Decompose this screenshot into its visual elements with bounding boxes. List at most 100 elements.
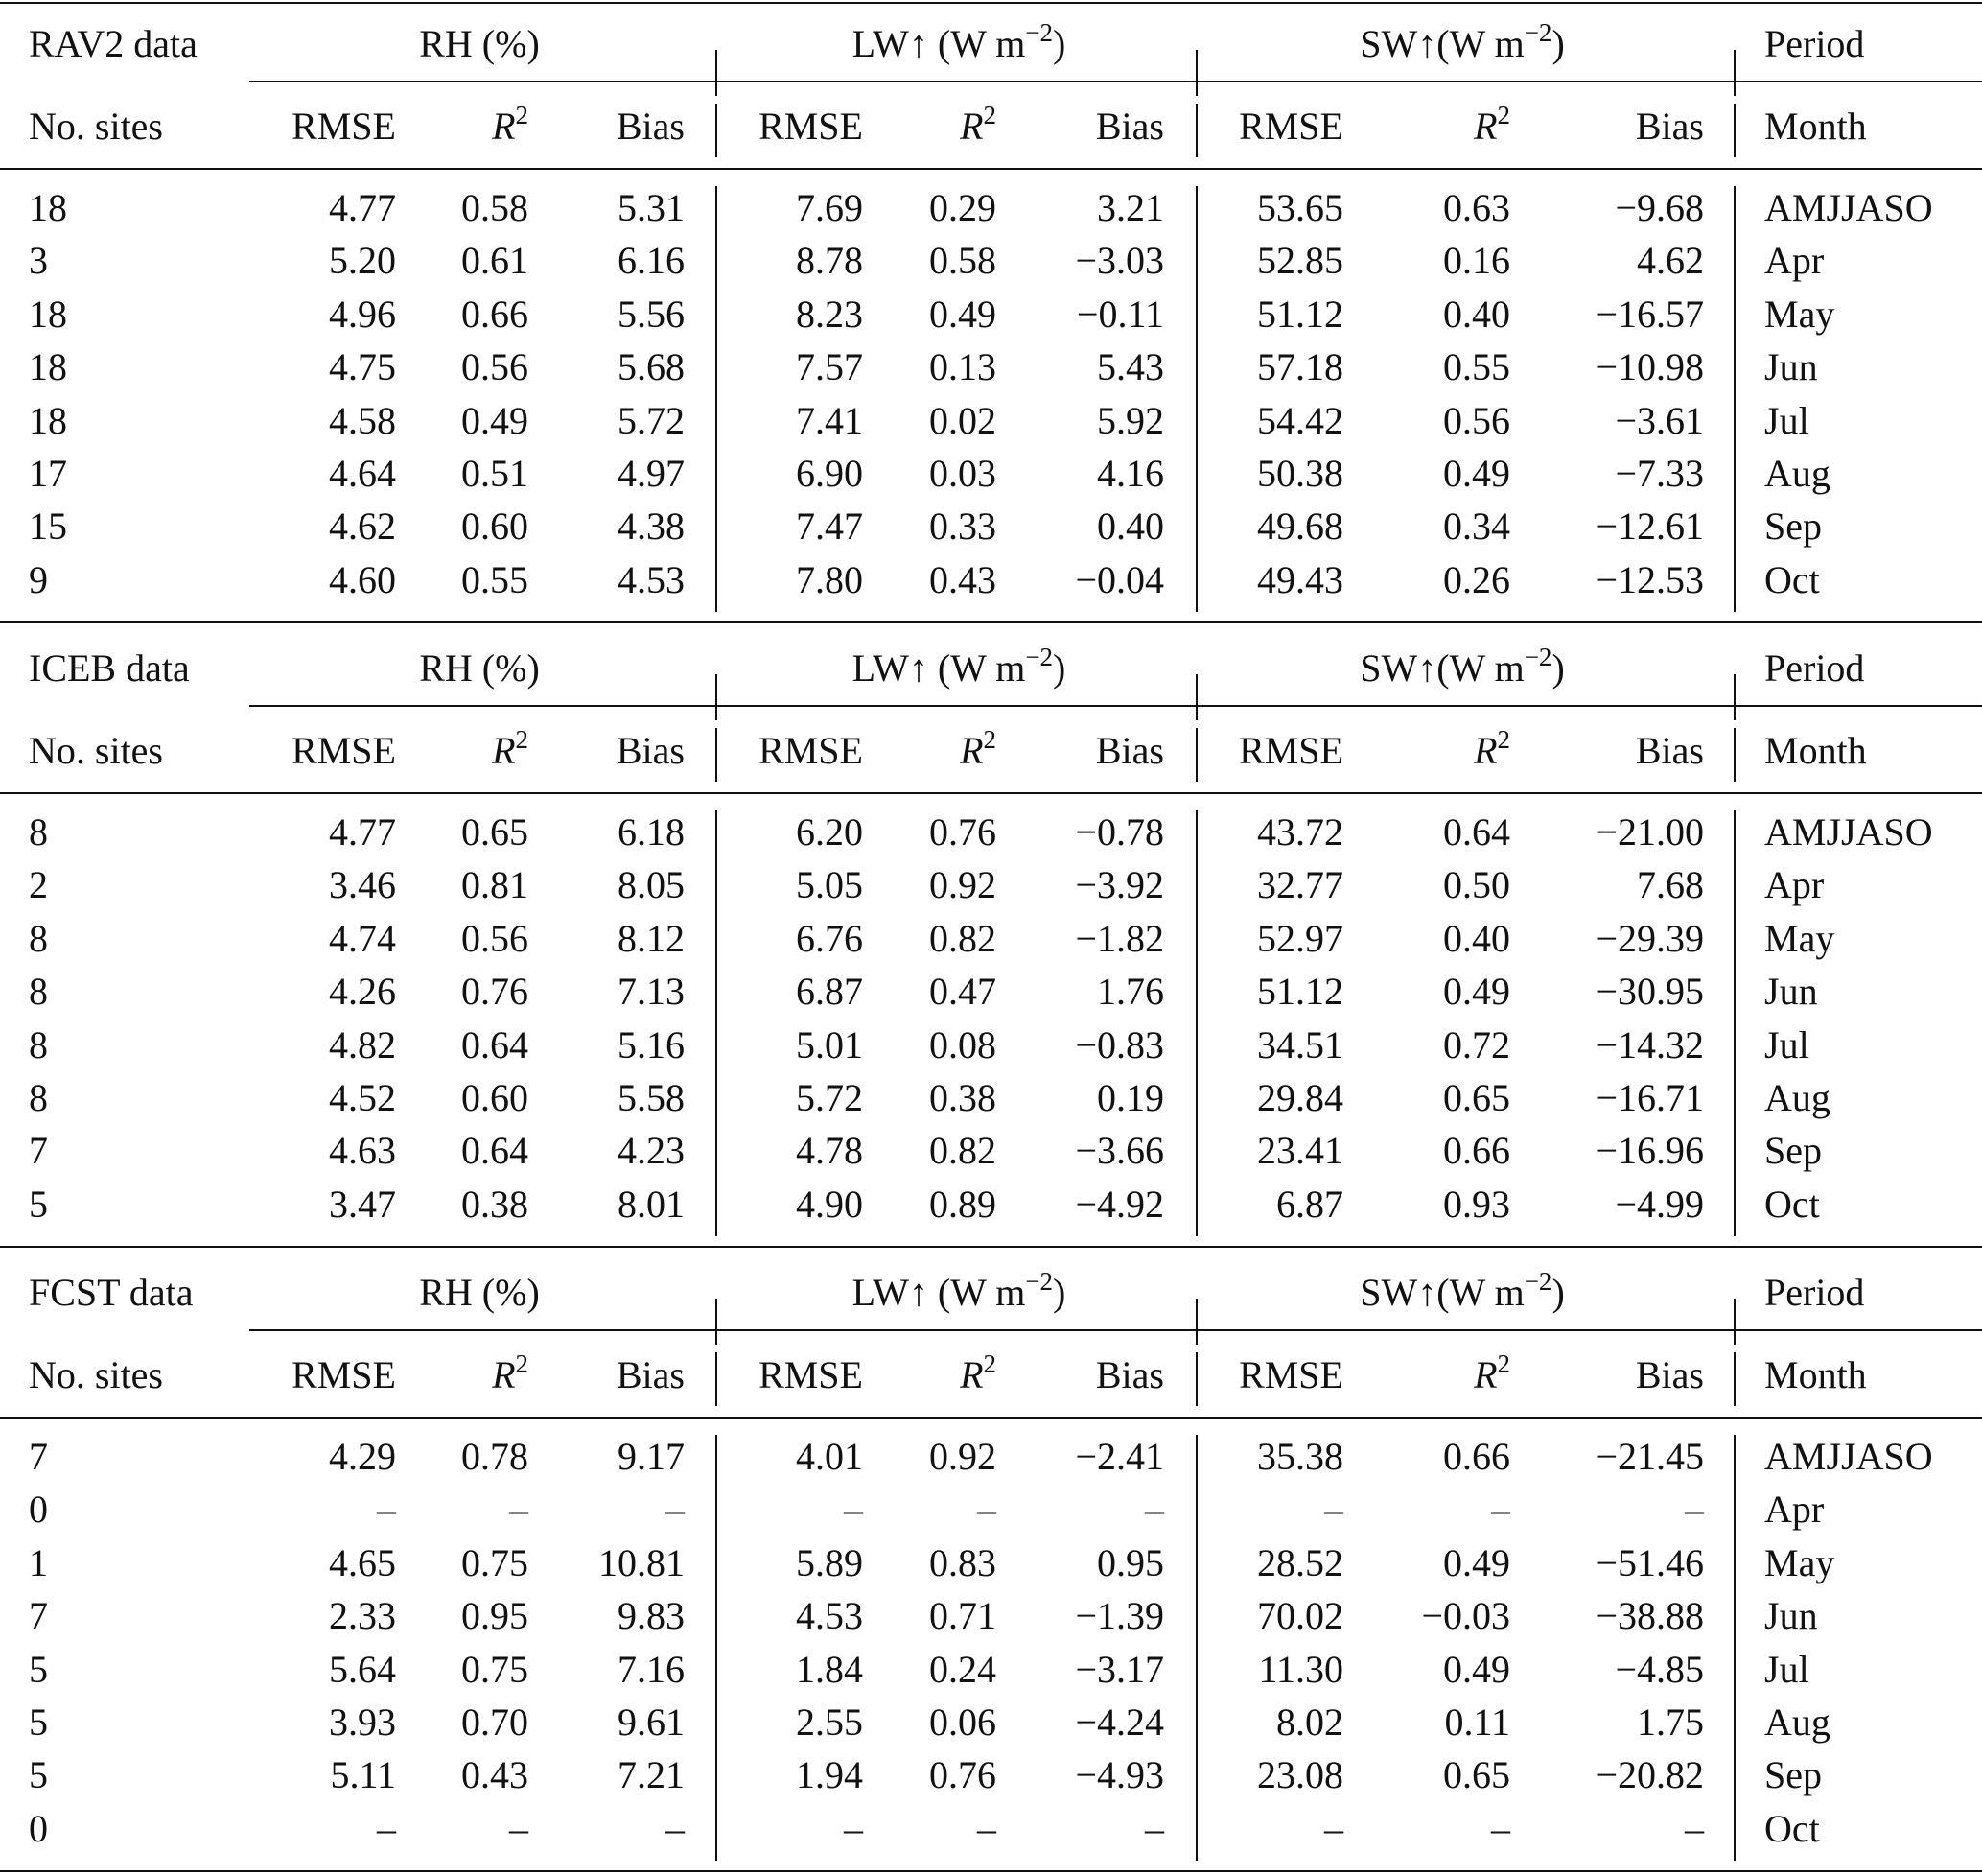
cell-sites: 7 bbox=[29, 1129, 48, 1173]
column-divider bbox=[715, 50, 717, 96]
cell-value: 1.94 bbox=[796, 1753, 863, 1797]
cell-value: 0.33 bbox=[929, 504, 996, 549]
cell-value: 23.08 bbox=[1257, 1753, 1343, 1797]
cell-value: 0.66 bbox=[1443, 1129, 1510, 1173]
section-title: ICEB data bbox=[29, 646, 190, 690]
cell-month: Sep bbox=[1764, 1753, 1822, 1797]
cell-value: −4.85 bbox=[1615, 1647, 1704, 1691]
r-squared-label: R bbox=[960, 1353, 984, 1396]
cell-value: 0.06 bbox=[929, 1700, 996, 1744]
column-group-header: SW↑(W m−2) bbox=[1360, 20, 1565, 63]
cell-value: 4.62 bbox=[329, 504, 396, 549]
r-squared-label: R bbox=[960, 729, 984, 772]
r-squared-label: R bbox=[492, 729, 516, 772]
cell-sites: 8 bbox=[29, 1076, 48, 1119]
column-group-header: RH (%) bbox=[419, 1274, 540, 1312]
cell-value: 70.02 bbox=[1257, 1594, 1343, 1638]
column-divider bbox=[715, 728, 717, 782]
cell-value: 6.18 bbox=[618, 810, 685, 854]
column-group-header: SW↑(W m−2) bbox=[1360, 645, 1565, 688]
cell-value: 0.40 bbox=[1097, 504, 1164, 549]
cell-value: 0.47 bbox=[929, 970, 996, 1014]
cell-value: – bbox=[1491, 1806, 1510, 1850]
month-header: Month bbox=[1764, 729, 1867, 772]
cell-value: 0.65 bbox=[461, 810, 528, 854]
group-label: LW↑ (W m bbox=[851, 22, 1026, 65]
cell-sites: 15 bbox=[29, 504, 67, 549]
cell-value: −30.95 bbox=[1596, 970, 1704, 1014]
cell-value: 0.49 bbox=[1443, 1647, 1510, 1691]
cell-value: 4.38 bbox=[618, 504, 685, 549]
cell-sites: 8 bbox=[29, 916, 48, 960]
cell-value: 1.84 bbox=[796, 1647, 863, 1691]
cell-value: 4.29 bbox=[329, 1435, 396, 1478]
cell-value: 8.01 bbox=[618, 1182, 685, 1226]
cell-value: 49.68 bbox=[1257, 504, 1343, 549]
cell-value: 1.75 bbox=[1637, 1700, 1704, 1744]
cell-value: 8.23 bbox=[796, 292, 863, 336]
cell-value: 4.53 bbox=[796, 1594, 863, 1638]
cell-month: Jun bbox=[1764, 1594, 1818, 1638]
cell-value: 0.61 bbox=[461, 239, 528, 283]
cell-sites: 8 bbox=[29, 1022, 48, 1067]
cell-value: 0.65 bbox=[1443, 1076, 1510, 1119]
period-header: Period bbox=[1764, 646, 1865, 690]
cell-value: 51.12 bbox=[1257, 970, 1343, 1014]
cell-month: Sep bbox=[1764, 504, 1822, 549]
column-header: Bias bbox=[1635, 729, 1704, 772]
cell-value: −51.46 bbox=[1596, 1540, 1704, 1584]
cell-value: 8.02 bbox=[1276, 1700, 1343, 1744]
cell-value: 3.93 bbox=[329, 1700, 396, 1744]
group-label: LW↑ (W m bbox=[851, 1271, 1026, 1314]
cell-month: Sep bbox=[1764, 1129, 1822, 1173]
group-rule bbox=[249, 81, 1982, 82]
sites-header: No. sites bbox=[29, 105, 163, 148]
cell-value: 9.61 bbox=[618, 1700, 685, 1744]
column-divider bbox=[1734, 1299, 1736, 1345]
cell-sites: 0 bbox=[29, 1488, 48, 1532]
cell-value: 7.21 bbox=[618, 1753, 685, 1797]
section-title: RAV2 data bbox=[29, 22, 198, 65]
column-header: RMSE bbox=[291, 105, 396, 148]
cell-value: 5.68 bbox=[618, 345, 685, 389]
group-unit-exponent: −2 bbox=[1524, 18, 1552, 47]
cell-value: 5.16 bbox=[618, 1022, 685, 1067]
cell-value: 0.81 bbox=[461, 863, 528, 907]
r-squared-label: R bbox=[1474, 105, 1498, 148]
cell-value: 52.97 bbox=[1257, 916, 1343, 960]
column-header: Bias bbox=[1095, 729, 1164, 772]
cell-value: 3.21 bbox=[1097, 186, 1164, 229]
cell-value: 6.16 bbox=[618, 239, 685, 283]
column-header: Bias bbox=[1095, 1353, 1164, 1396]
cell-value: 0.83 bbox=[929, 1540, 996, 1584]
section-title: FCST data bbox=[29, 1271, 194, 1314]
cell-sites: 2 bbox=[29, 863, 48, 907]
cell-value: −0.03 bbox=[1421, 1594, 1510, 1638]
cell-value: 28.52 bbox=[1257, 1540, 1343, 1584]
group-unit-exponent: −2 bbox=[1025, 18, 1054, 47]
cell-month: Jun bbox=[1764, 970, 1818, 1014]
cell-month: Jul bbox=[1764, 1022, 1809, 1067]
cell-month: AMJJASO bbox=[1764, 1435, 1933, 1478]
cell-value: 9.83 bbox=[618, 1594, 685, 1638]
cell-sites: 18 bbox=[29, 398, 67, 442]
column-divider bbox=[1734, 50, 1736, 96]
column-divider bbox=[1196, 104, 1198, 157]
cell-value: 0.03 bbox=[929, 452, 996, 495]
cell-value: −16.71 bbox=[1596, 1076, 1704, 1119]
cell-value: 4.16 bbox=[1097, 452, 1164, 495]
cell-value: 5.11 bbox=[330, 1753, 396, 1797]
column-divider bbox=[1734, 728, 1736, 782]
r-squared-exponent: 2 bbox=[983, 725, 997, 754]
cell-sites: 5 bbox=[29, 1182, 48, 1226]
cell-value: 5.89 bbox=[796, 1540, 863, 1584]
cell-value: 4.62 bbox=[1637, 239, 1704, 283]
cell-value: 0.34 bbox=[1443, 504, 1510, 549]
cell-value: 0.75 bbox=[461, 1540, 528, 1584]
cell-value: 4.75 bbox=[329, 345, 396, 389]
column-header: R2 bbox=[960, 727, 996, 772]
column-header: R2 bbox=[492, 727, 528, 772]
column-header: RMSE bbox=[291, 1353, 396, 1396]
cell-value: 10.81 bbox=[598, 1540, 685, 1584]
cell-value: 57.18 bbox=[1257, 345, 1343, 389]
